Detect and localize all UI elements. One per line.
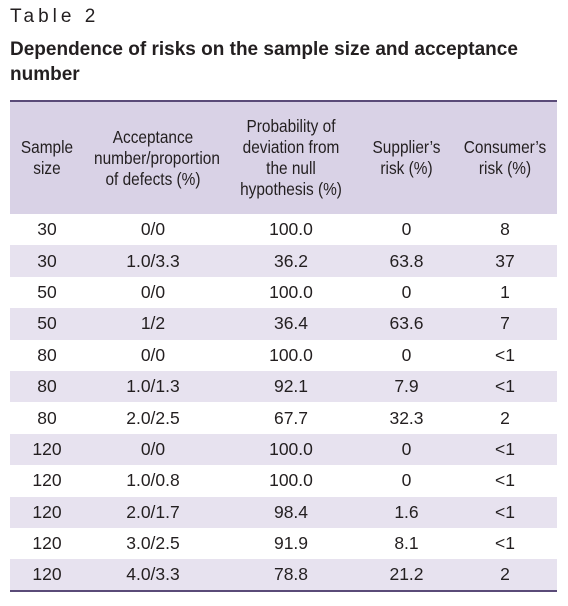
cell-consumer-risk: <1 <box>495 376 515 397</box>
table-row: 80 2.0/2.5 67.7 32.3 2 <box>10 402 557 434</box>
table-row: 30 0/0 100.0 0 8 <box>10 214 557 246</box>
cell-probability: 36.2 <box>273 250 309 271</box>
cell-acceptance-number: 1.0/1.3 <box>126 376 180 397</box>
cell-acceptance-number: 0/0 <box>140 438 166 459</box>
cell-probability: 100.0 <box>269 470 313 491</box>
cell-acceptance-number: 0/0 <box>140 281 166 302</box>
cell-consumer-risk: <1 <box>495 470 515 491</box>
cell-sample-size: 80 <box>37 344 57 365</box>
cell-sample-size: 120 <box>32 533 62 554</box>
table-row: 50 1/2 36.4 63.6 7 <box>10 308 557 340</box>
cell-consumer-risk: 8 <box>500 219 510 240</box>
cell-sample-size: 50 <box>37 313 57 334</box>
table-row: 120 3.0/2.5 91.9 8.1 <1 <box>10 527 557 560</box>
table-row: 80 0/0 100.0 0 <1 <box>10 339 557 371</box>
header-probability-deviation: Probability of deviation from the null h… <box>240 116 342 199</box>
cell-supplier-risk: 8.1 <box>394 533 419 554</box>
cell-acceptance-number: 1/2 <box>140 313 166 334</box>
table-row: 120 0/0 100.0 0 <1 <box>10 433 557 466</box>
cell-supplier-risk: 32.3 <box>389 407 424 428</box>
table-row: 80 1.0/1.3 92.1 7.9 <1 <box>10 370 557 403</box>
cell-acceptance-number: 4.0/3.3 <box>126 564 180 585</box>
cell-acceptance-number: 2.0/2.5 <box>126 407 180 428</box>
cell-consumer-risk: <1 <box>495 344 515 365</box>
cell-sample-size: 30 <box>37 250 57 271</box>
table-row: 120 4.0/3.3 78.8 21.2 2 <box>10 559 557 592</box>
cell-probability: 98.4 <box>273 501 309 522</box>
cell-supplier-risk: 63.6 <box>389 313 424 334</box>
cell-probability: 100.0 <box>269 438 313 459</box>
cell-supplier-risk: 1.6 <box>394 501 419 522</box>
cell-acceptance-number: 0/0 <box>140 344 166 365</box>
cell-probability: 36.4 <box>273 313 309 334</box>
header-consumer-risk: Consumer’s risk (%) <box>463 137 547 178</box>
table-row: 120 2.0/1.7 98.4 1.6 <1 <box>10 496 557 528</box>
cell-supplier-risk: 0 <box>401 470 412 491</box>
cell-consumer-risk: <1 <box>495 533 515 554</box>
cell-probability: 100.0 <box>269 219 313 240</box>
cell-acceptance-number: 2.0/1.7 <box>126 501 180 522</box>
cell-sample-size: 120 <box>32 501 62 522</box>
table-title: Dependence of risks on the sample size a… <box>10 39 518 85</box>
cell-acceptance-number: 1.0/3.3 <box>126 250 180 271</box>
table-row: 30 1.0/3.3 36.2 63.8 37 <box>10 245 557 277</box>
cell-probability: 100.0 <box>269 281 313 302</box>
cell-probability: 100.0 <box>269 344 313 365</box>
cell-acceptance-number: 1.0/0.8 <box>126 470 180 491</box>
table-row: 50 0/0 100.0 0 1 <box>10 276 557 309</box>
table-body: 30 0/0 100.0 0 8 30 1.0/3.3 36.2 63.8 37 50 0/0 100.… <box>10 214 557 592</box>
header-sample-size: Sample size <box>20 137 74 178</box>
cell-acceptance-number: 3.0/2.5 <box>126 533 180 554</box>
cell-sample-size: 80 <box>37 407 57 428</box>
cell-consumer-risk: 2 <box>500 564 510 585</box>
cell-sample-size: 50 <box>37 281 57 302</box>
cell-supplier-risk: 63.8 <box>389 250 424 271</box>
cell-supplier-risk: 0 <box>401 281 412 302</box>
cell-acceptance-number: 0/0 <box>140 219 166 240</box>
cell-sample-size: 120 <box>32 470 62 491</box>
cell-supplier-risk: 0 <box>401 344 412 365</box>
cell-consumer-risk: 2 <box>500 407 510 428</box>
cell-supplier-risk: 7.9 <box>394 376 419 397</box>
cell-sample-size: 30 <box>37 219 57 240</box>
table-number: Table 2 <box>10 6 100 27</box>
cell-probability: 92.1 <box>273 376 309 397</box>
cell-consumer-risk: 7 <box>500 313 510 334</box>
table-header: Sample size Acceptance number/proportion… <box>10 101 557 214</box>
cell-consumer-risk: 1 <box>500 281 510 302</box>
cell-supplier-risk: 21.2 <box>389 564 424 585</box>
cell-probability: 67.7 <box>273 407 309 428</box>
risk-table: Sample size Acceptance number/proportion… <box>10 100 557 592</box>
header-supplier-risk: Supplier’s risk (%) <box>372 137 441 178</box>
cell-probability: 78.8 <box>273 564 309 585</box>
cell-probability: 91.9 <box>273 533 309 554</box>
cell-supplier-risk: 0 <box>401 219 412 240</box>
cell-consumer-risk: <1 <box>495 501 515 522</box>
cell-sample-size: 120 <box>32 438 62 459</box>
cell-consumer-risk: <1 <box>495 438 515 459</box>
cell-sample-size: 80 <box>37 376 57 397</box>
header-row: Sample size Acceptance number/proportion… <box>10 101 557 214</box>
cell-sample-size: 120 <box>32 564 62 585</box>
cell-supplier-risk: 0 <box>401 438 412 459</box>
header-acceptance-number: Acceptance number/proportion of defects … <box>94 126 220 189</box>
table-row: 120 1.0/0.8 100.0 0 <1 <box>10 465 557 497</box>
cell-consumer-risk: 37 <box>495 250 515 271</box>
